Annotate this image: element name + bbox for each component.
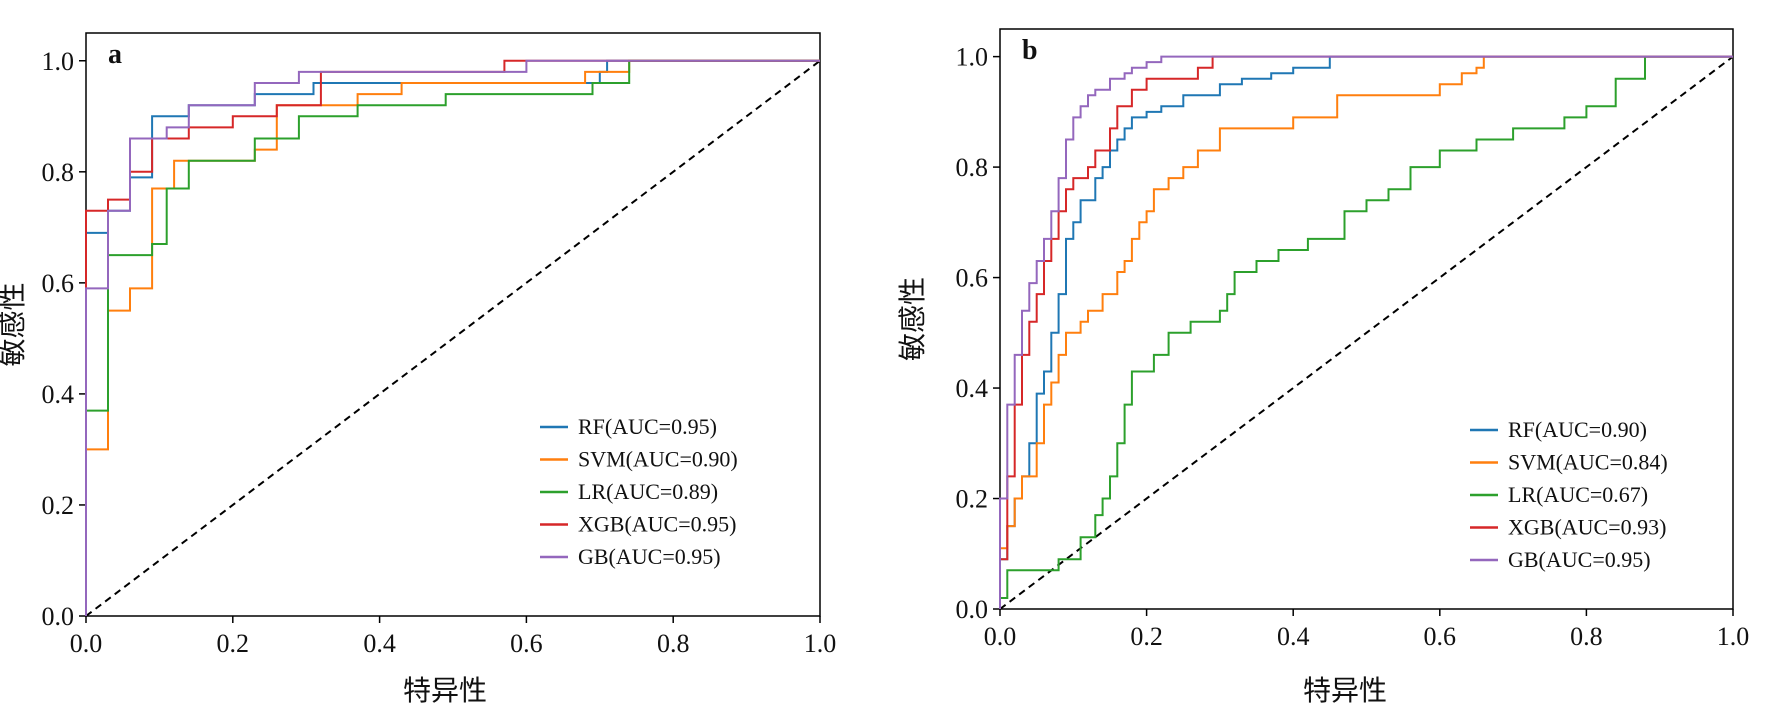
legend-entry: LR(AUC=0.89) <box>578 479 718 504</box>
y-tick-label: 0.4 <box>42 380 75 409</box>
x-tick-label: 0.0 <box>70 629 103 658</box>
chart-panel-b: 0.0 0.2 0.4 0.6 0.8 1.0 0.0 0.2 0.4 0.6 0.8 1.0 特异性 敏… <box>896 28 1750 707</box>
x-tick-label: 0.0 <box>984 622 1017 651</box>
x-tick-label: 0.8 <box>1570 622 1603 651</box>
legend-entry: SVM(AUC=0.90) <box>578 447 738 472</box>
legend: RF(AUC=0.95) SVM(AUC=0.90) LR(AUC=0.89) XGB… <box>540 414 738 569</box>
legend: RF(AUC=0.90) SVM(AUC=0.84) LR(AUC=0.67) XGB… <box>1470 417 1668 572</box>
legend-entry: LR(AUC=0.67) <box>1508 482 1648 507</box>
plot-frame <box>999 28 1734 610</box>
legend-entry: RF(AUC=0.95) <box>578 414 717 439</box>
panel-letter: a <box>108 39 122 70</box>
x-tick-label: 1.0 <box>804 629 837 658</box>
x-axis-title: 特异性 <box>403 674 487 707</box>
tick-group: 0.0 0.2 0.4 0.6 0.8 1.0 0.0 0.2 0.4 0.6 0.8 1.0 <box>956 43 1750 651</box>
y-tick-label: 0.6 <box>956 264 989 293</box>
y-tick-label: 0.2 <box>956 485 989 514</box>
legend-entry: XGB(AUC=0.95) <box>578 512 736 537</box>
series-line-gb <box>85 59 820 616</box>
y-tick-label: 1.0 <box>956 43 989 72</box>
series-line-lr <box>85 59 820 616</box>
y-axis-title: 敏感性 <box>0 282 29 366</box>
y-tick-label: 1.0 <box>42 47 75 76</box>
x-tick-label: 0.2 <box>1130 622 1163 651</box>
x-tick-label: 0.8 <box>657 629 690 658</box>
legend-entry: SVM(AUC=0.84) <box>1508 450 1668 475</box>
diagonal-reference-line <box>85 59 821 617</box>
series-line-svm <box>999 55 1733 609</box>
series-line-xgb <box>999 55 1733 609</box>
legend-entry: GB(AUC=0.95) <box>578 544 721 569</box>
y-tick-label: 0.8 <box>42 158 75 187</box>
series-line-gb <box>999 55 1733 609</box>
chart-panel-a: 0.0 0.2 0.4 0.6 0.8 1.0 0.0 0.2 0.4 0.6 0.8 1.0 特异性 敏… <box>0 32 837 707</box>
x-axis-title: 特异性 <box>1303 674 1387 707</box>
y-tick-label: 0.8 <box>956 153 989 182</box>
y-tick-label: 0.4 <box>956 374 989 403</box>
x-tick-label: 0.6 <box>1424 622 1457 651</box>
tick-group: 0.0 0.2 0.4 0.6 0.8 1.0 0.0 0.2 0.4 0.6 0.8 1.0 <box>42 47 837 658</box>
x-tick-label: 0.4 <box>363 629 396 658</box>
legend-entry: XGB(AUC=0.93) <box>1508 515 1666 540</box>
x-tick-label: 0.4 <box>1277 622 1310 651</box>
y-tick-label: 0.0 <box>42 602 75 631</box>
diagonal-reference-line <box>999 55 1734 610</box>
series-line-lr <box>999 55 1733 609</box>
legend-entry: GB(AUC=0.95) <box>1508 547 1651 572</box>
legend-entry: RF(AUC=0.90) <box>1508 417 1647 442</box>
panel-letter: b <box>1022 35 1038 66</box>
series-line-rf <box>999 55 1733 609</box>
x-tick-label: 1.0 <box>1717 622 1750 651</box>
x-tick-label: 0.2 <box>217 629 250 658</box>
x-tick-label: 0.6 <box>510 629 543 658</box>
y-axis-title: 敏感性 <box>896 277 929 361</box>
y-tick-label: 0.2 <box>42 491 75 520</box>
y-tick-label: 0.6 <box>42 269 75 298</box>
y-tick-label: 0.0 <box>956 595 989 624</box>
